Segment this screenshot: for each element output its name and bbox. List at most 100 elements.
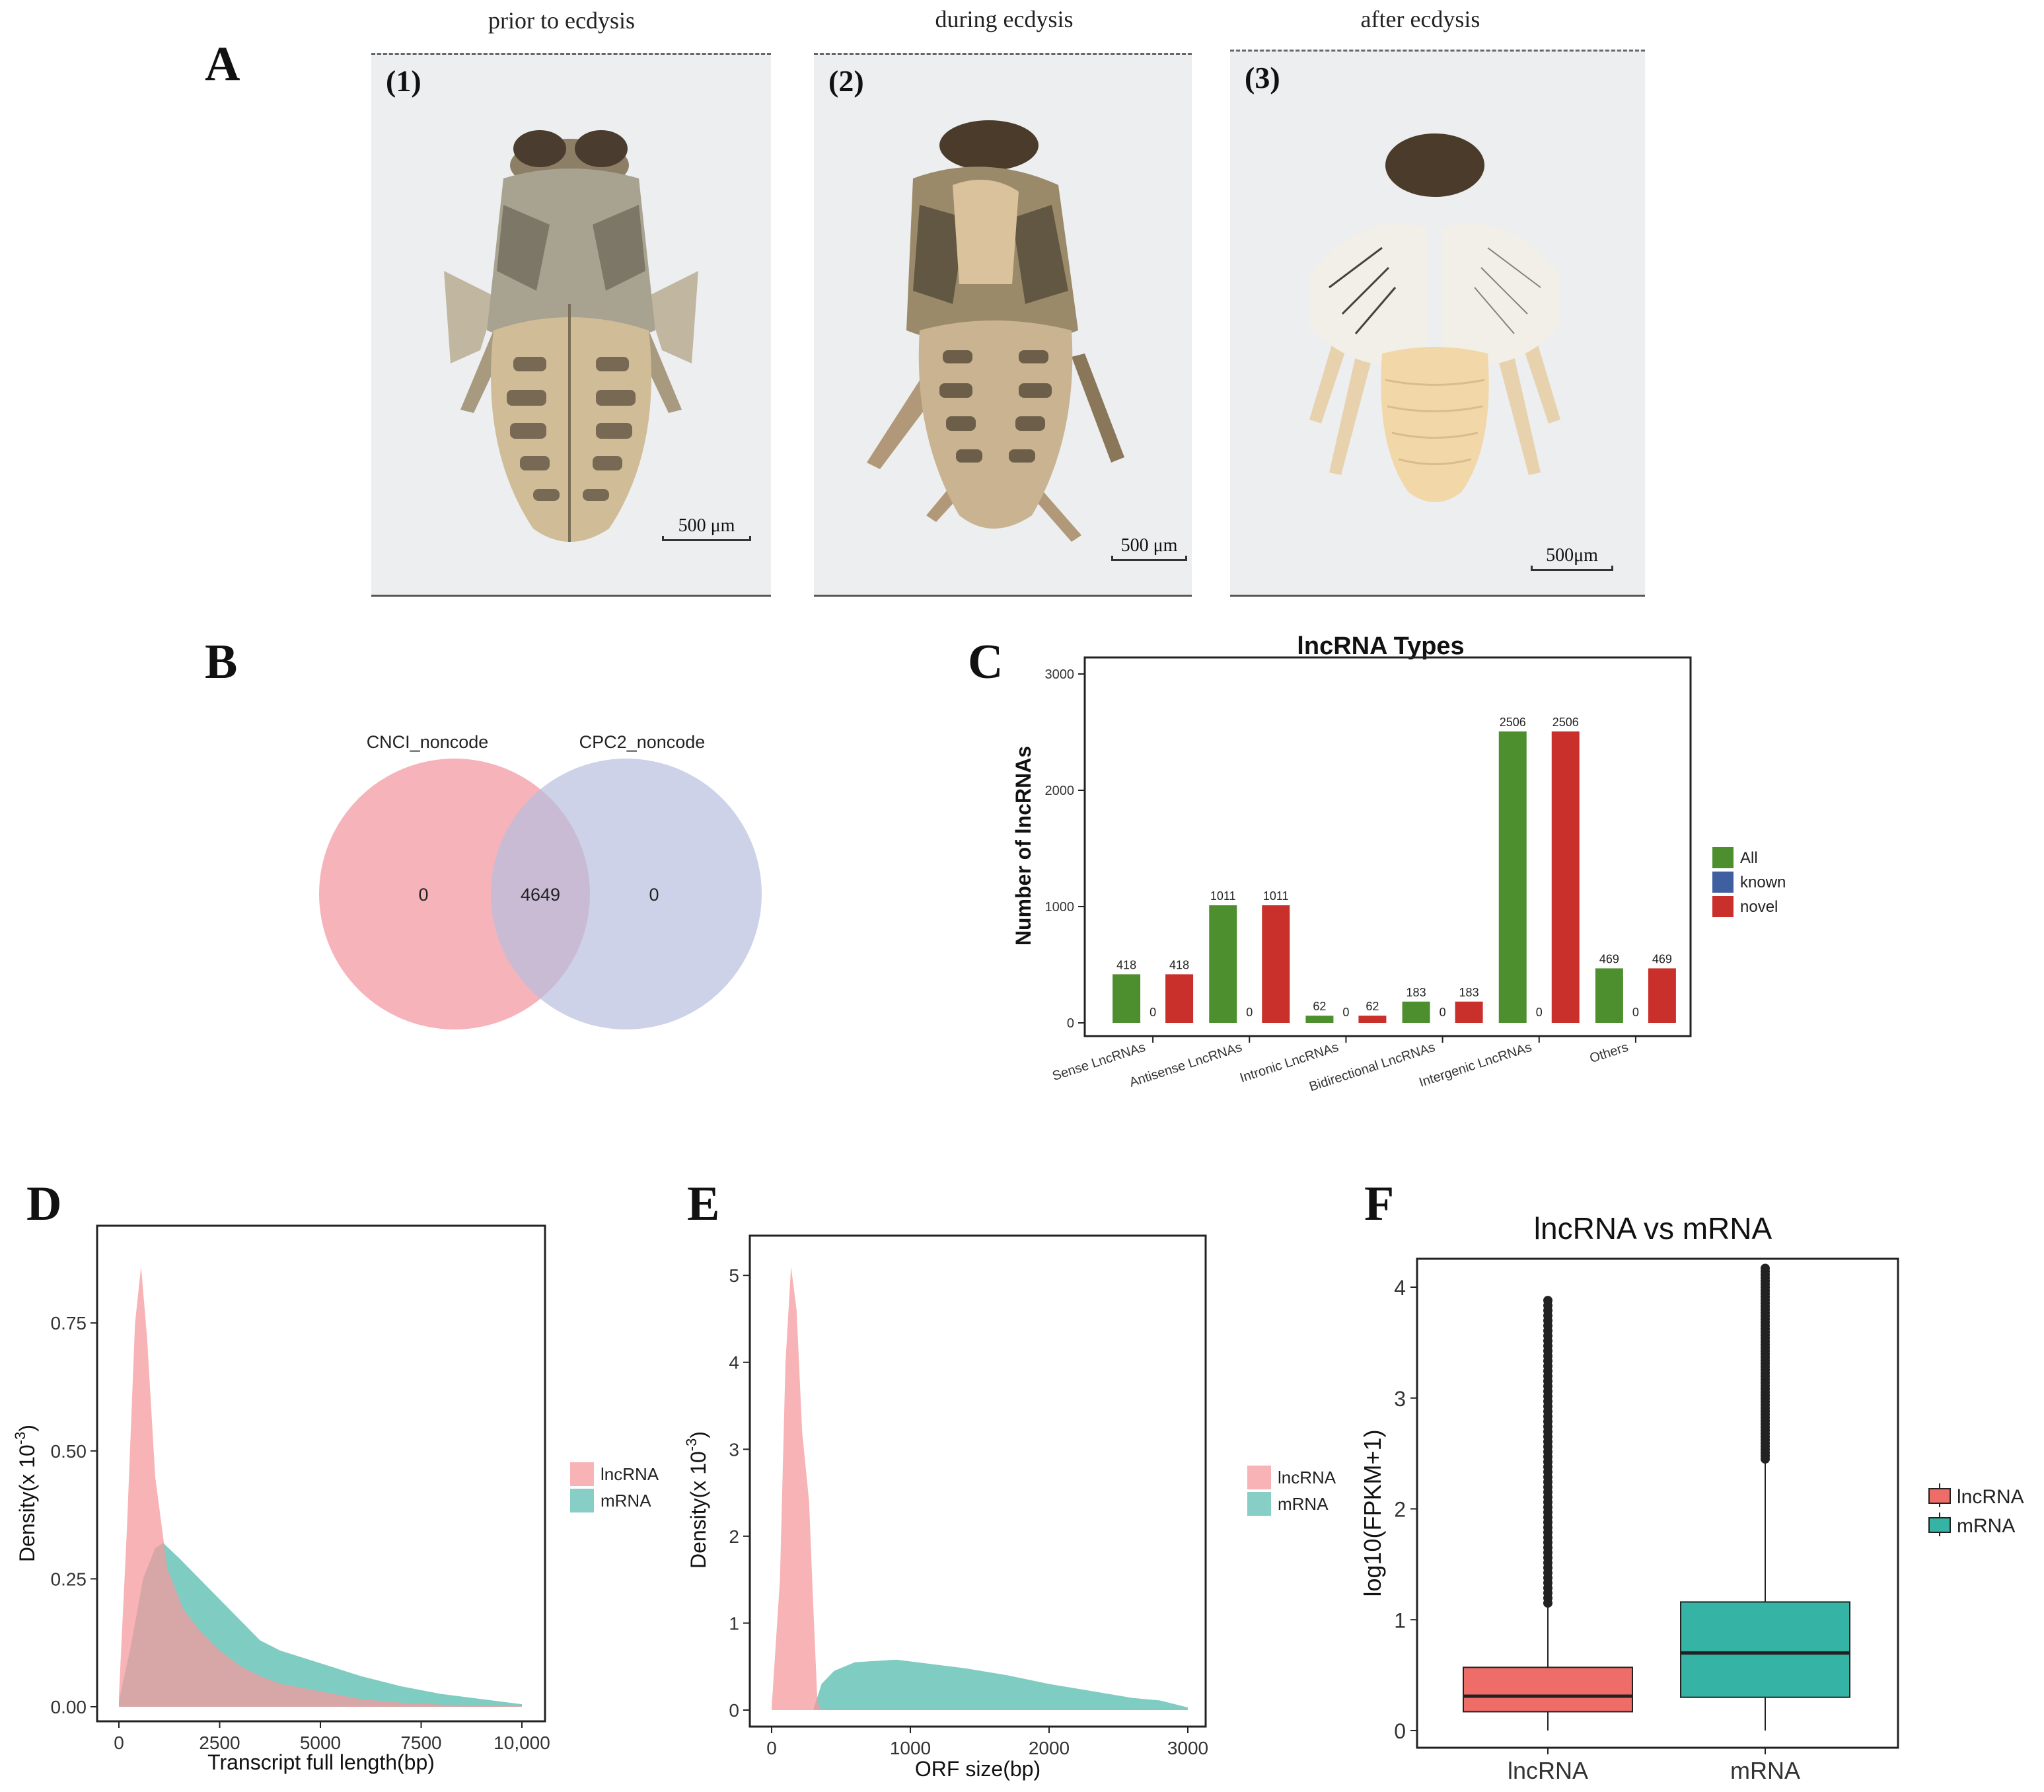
venn-label-cpc2: CPC2_noncode (579, 732, 706, 752)
d-xtick-label: 10,000 (493, 1733, 550, 1753)
chart-c-data-label: 62 (1313, 1000, 1326, 1013)
e-xtick-label: 3000 (1167, 1738, 1208, 1758)
d-density-area-lncRNA (119, 1267, 522, 1707)
chart-f-legend-label: lncRNA (1957, 1486, 2024, 1508)
chart-f-box-lncRNA (1463, 1666, 1633, 1713)
chart-c-bar-All (1595, 968, 1623, 1023)
chart-c-bar-All (1209, 905, 1237, 1023)
scale-bar-3: 500μm (1531, 545, 1613, 571)
chart-c-data-label: 0 (1150, 1006, 1156, 1019)
chart-f-title: lncRNA vs mRNA (1534, 1211, 1772, 1246)
scale-bar-label-1: 500 μm (678, 515, 735, 536)
specimen-photo-2: (2) 500 μm (814, 53, 1192, 597)
chart-c-ytick-label: 3000 (1045, 667, 1075, 682)
chart-c-data-label: 418 (1169, 958, 1189, 971)
d-ytick-label: 0.00 (51, 1697, 87, 1717)
d-ytick-label: 0.75 (51, 1313, 87, 1333)
chart-c-data-label: 0 (1632, 1006, 1639, 1019)
chart-f-box-mRNA (1680, 1601, 1850, 1698)
chart-c-data-label: 0 (1246, 1006, 1253, 1019)
scale-bar-label-2: 500 μm (1120, 535, 1178, 556)
panel-label-a: A (205, 37, 240, 91)
e-xtick-label: 1000 (890, 1738, 931, 1758)
venn-diagram: CNCI_noncode CPC2_noncode 0 4649 0 (319, 732, 762, 1029)
chart-c-data-label: 62 (1366, 1000, 1379, 1013)
chart-c-bar-All (1305, 1016, 1334, 1023)
chart-c-bar-novel (1455, 1001, 1483, 1023)
insect-illustration-2 (867, 120, 1124, 542)
chart-c-bar-novel (1165, 974, 1194, 1023)
chart-c-data-label: 0 (1342, 1006, 1349, 1019)
chart-c-data-label: 0 (1536, 1006, 1543, 1019)
photo-number-3: (3) (1245, 61, 1280, 94)
d-ytick-label: 0.25 (51, 1569, 87, 1589)
e-legend-label: mRNA (1278, 1494, 1329, 1514)
chart-d-ylabel: Density(x 10-3) (12, 1425, 39, 1562)
chart-e-ylabel: Density(x 10-3) (683, 1431, 710, 1569)
specimen-photo-3: (3) 500μm (1230, 50, 1645, 597)
d-xtick-label: 2500 (199, 1733, 240, 1753)
chart-c-plot-frame (1083, 656, 1692, 1037)
e-xtick-label: 2000 (1029, 1738, 1070, 1758)
chart-e-plot-frame (748, 1234, 1207, 1728)
venn-count-overlap: 4649 (521, 885, 560, 905)
e-ytick-label: 0 (729, 1700, 739, 1721)
insect-illustration-1 (444, 130, 698, 542)
e-xtick-label: 0 (766, 1738, 777, 1758)
photo-number-2: (2) (828, 64, 864, 98)
scale-bar-1: 500 μm (662, 515, 751, 541)
d-legend-label: lncRNA (601, 1464, 659, 1484)
chart-c-data-label: 1011 (1210, 889, 1236, 903)
chart-c-ytick-label: 2000 (1045, 784, 1075, 798)
chart-c-ytick-label: 0 (1067, 1016, 1074, 1031)
chart-c-legend-label: novel (1740, 898, 1778, 916)
d-legend-swatch (570, 1462, 594, 1486)
chart-c-data-label: 418 (1116, 958, 1136, 971)
d-xtick-label: 7500 (400, 1733, 441, 1753)
specimen-photo-1: (1) 500 μm (371, 53, 771, 597)
chart-c-data-label: 183 (1459, 986, 1479, 999)
chart-c-bar-All (1498, 731, 1527, 1023)
photo-caption-1: prior to ecdysis (488, 7, 635, 34)
chart-c-bar-novel (1648, 968, 1676, 1023)
venn-label-cnci: CNCI_noncode (367, 732, 489, 752)
chart-f-xtick-label: mRNA (1730, 1757, 1800, 1784)
e-legend-label: lncRNA (1278, 1468, 1336, 1487)
transcript-length-density-chart: Density(x 10-3) Transcript full length(b… (12, 1224, 659, 1774)
panel-label-d: D (26, 1177, 62, 1231)
e-ytick-label: 1 (729, 1613, 739, 1633)
e-ytick-label: 2 (729, 1526, 739, 1547)
chart-f-ytick-label: 1 (1394, 1608, 1406, 1632)
chart-c-bar-All (1402, 1001, 1430, 1023)
venn-count-cnci-only: 0 (418, 885, 428, 905)
panel-label-b: B (205, 635, 238, 689)
insect-illustration-3 (1309, 133, 1560, 502)
photo-number-1: (1) (386, 64, 421, 98)
chart-f-ytick-label: 0 (1394, 1719, 1406, 1743)
photo-caption-2: during ecdysis (935, 6, 1074, 32)
chart-f-ytick-label: 2 (1394, 1498, 1406, 1522)
chart-c-bar-novel (1358, 1016, 1387, 1023)
lncrna-types-chart: lncRNA Types Number of lncRNAs 0 1000 2000… (1011, 632, 1786, 1094)
chart-c-bar-novel (1262, 905, 1290, 1023)
chart-c-xtick-label: Others (1588, 1040, 1630, 1066)
chart-c-ylabel: Number of lncRNAs (1011, 746, 1035, 946)
chart-f-legend-swatch (1928, 1517, 1951, 1533)
e-ytick-label: 3 (729, 1439, 739, 1460)
chart-d-xlabel: Transcript full length(bp) (207, 1750, 435, 1774)
chart-c-title: lncRNA Types (1297, 632, 1464, 660)
e-density-area-lncRNA (772, 1267, 822, 1710)
chart-c-data-label: 2506 (1500, 716, 1526, 729)
chart-c-ytick-label: 1000 (1045, 900, 1075, 915)
chart-c-data-label: 469 (1652, 952, 1672, 965)
e-ytick-label: 4 (729, 1353, 739, 1373)
d-xtick-label: 0 (114, 1733, 124, 1753)
chart-f-legend-swatch (1928, 1488, 1951, 1504)
d-legend-swatch (570, 1489, 594, 1512)
chart-c-data-label: 0 (1440, 1006, 1446, 1019)
chart-c-data-label: 1011 (1263, 889, 1289, 903)
chart-f-legend-label: mRNA (1957, 1515, 2015, 1537)
chart-c-bar-All (1113, 974, 1141, 1023)
scale-bar-label-3: 500μm (1546, 545, 1598, 566)
chart-c-data-label: 183 (1406, 986, 1426, 999)
